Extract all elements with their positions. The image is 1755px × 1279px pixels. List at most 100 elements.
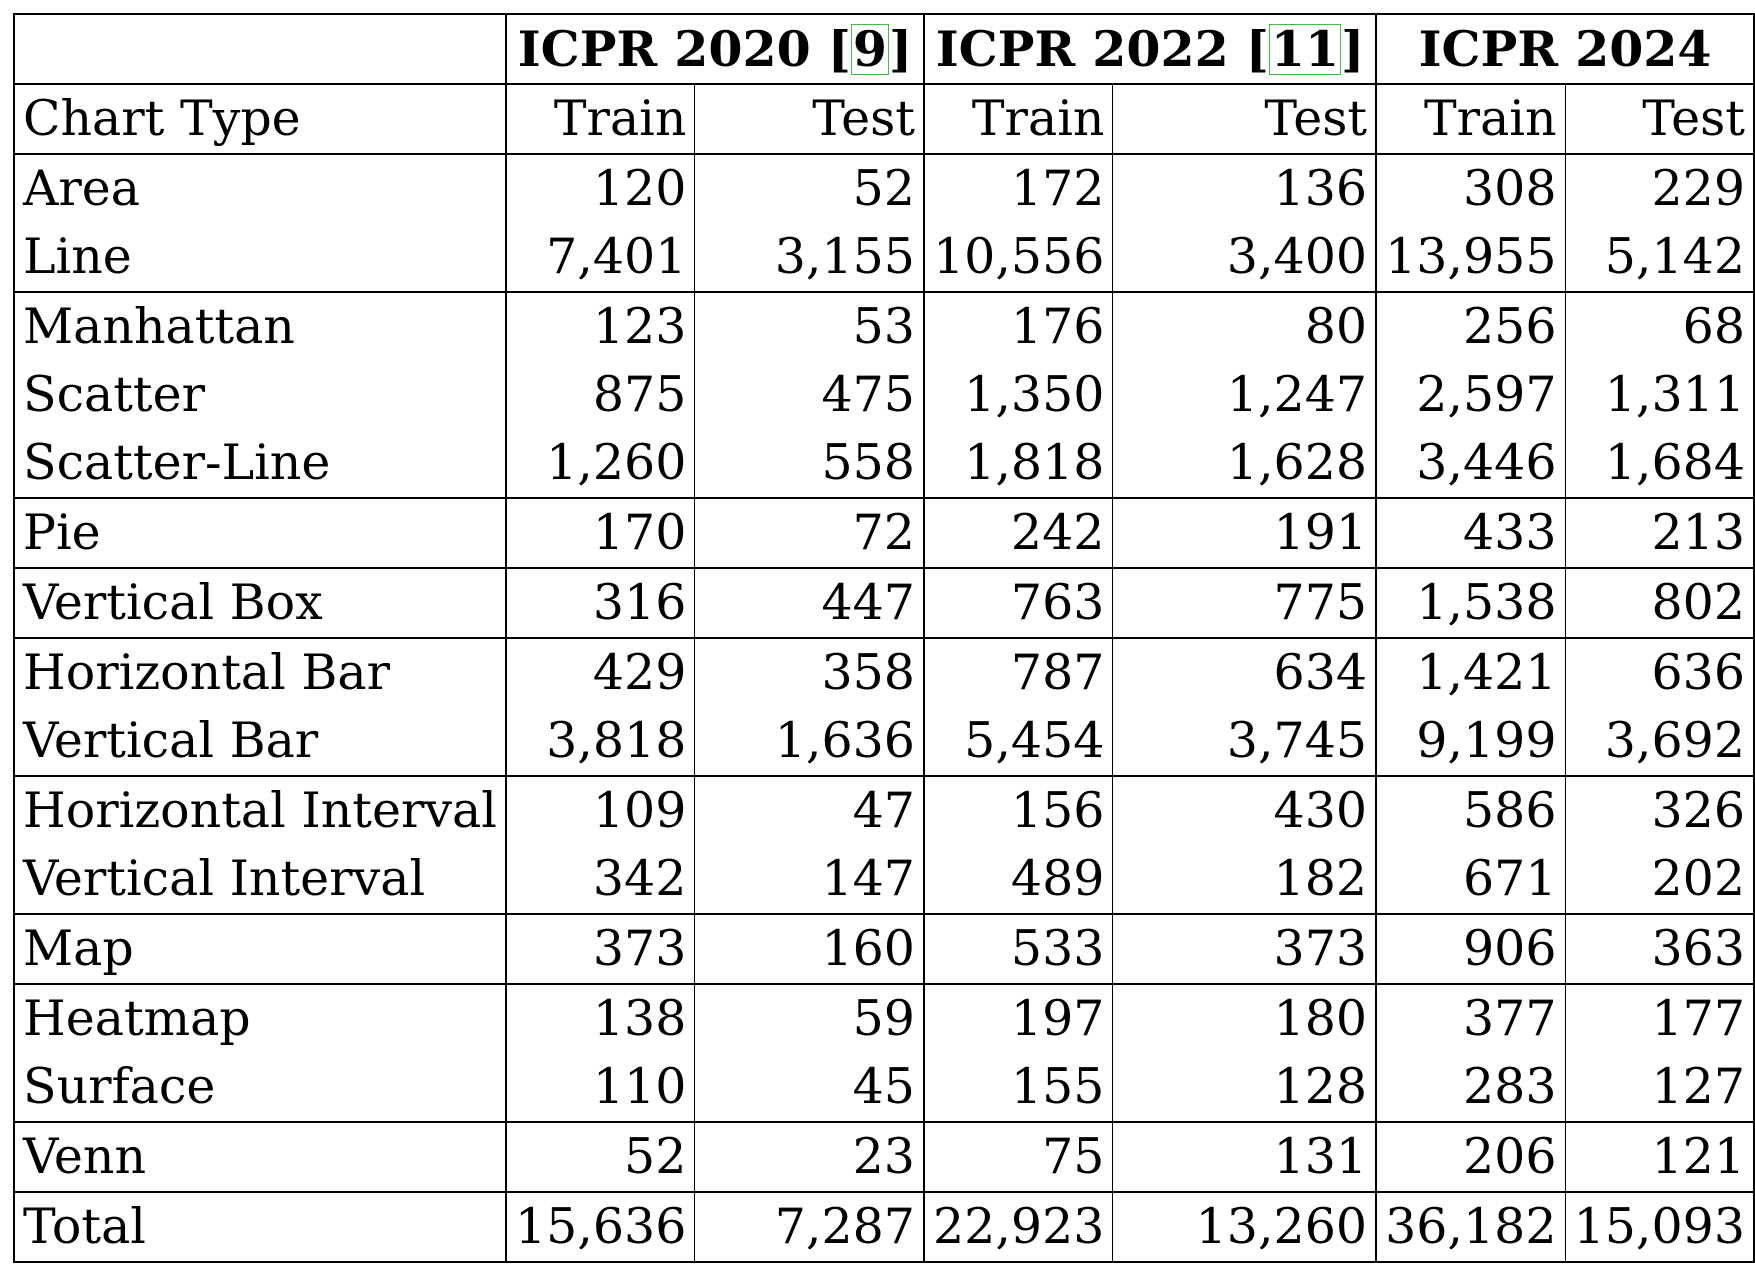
chart-type-cell: Horizontal Interval bbox=[13, 776, 507, 845]
chart-type-cell: Vertical Box bbox=[13, 568, 507, 638]
chart-type-cell: Surface bbox=[13, 1053, 507, 1122]
table-row: Heatmap 138 59 197 180 377 177 bbox=[13, 984, 1755, 1053]
table-row: Total 15,636 7,287 22,923 13,260 36,182 15,093 bbox=[13, 1192, 1755, 1262]
sub-header-test: Test bbox=[1112, 84, 1378, 154]
sub-header-test: Test bbox=[694, 84, 925, 154]
chart-type-cell: Line bbox=[13, 223, 507, 292]
group-header-2020: ICPR 2020 [9] bbox=[505, 14, 925, 84]
count-cell: 75 bbox=[923, 1122, 1114, 1192]
count-cell: 180 bbox=[1112, 984, 1378, 1053]
count-cell: 52 bbox=[505, 1122, 696, 1192]
count-cell: 10,556 bbox=[923, 223, 1114, 292]
count-cell: 242 bbox=[923, 498, 1114, 568]
chart-type-stats-table: ICPR 2020 [9] ICPR 2022 [11] ICPR 2024 C… bbox=[13, 13, 1755, 1263]
table-row: Scatter 875 475 1,350 1,247 2,597 1,311 bbox=[13, 361, 1755, 429]
count-cell: 636 bbox=[1565, 638, 1755, 707]
count-cell: 136 bbox=[1112, 154, 1378, 223]
count-cell: 110 bbox=[505, 1053, 696, 1122]
count-cell: 47 bbox=[694, 776, 925, 845]
count-cell: 802 bbox=[1565, 568, 1755, 638]
count-cell: 172 bbox=[923, 154, 1114, 223]
count-cell: 59 bbox=[694, 984, 925, 1053]
count-cell: 176 bbox=[923, 292, 1114, 361]
count-cell: 138 bbox=[505, 984, 696, 1053]
count-cell: 15,636 bbox=[505, 1192, 696, 1262]
count-cell: 1,421 bbox=[1376, 638, 1566, 707]
count-cell: 358 bbox=[694, 638, 925, 707]
count-cell: 68 bbox=[1565, 292, 1755, 361]
table-container: ICPR 2020 [9] ICPR 2022 [11] ICPR 2024 C… bbox=[13, 13, 1755, 1263]
count-cell: 128 bbox=[1112, 1053, 1378, 1122]
count-cell: 447 bbox=[694, 568, 925, 638]
count-cell: 558 bbox=[694, 429, 925, 498]
citation-link[interactable]: 9 bbox=[850, 20, 890, 78]
count-cell: 80 bbox=[1112, 292, 1378, 361]
count-cell: 1,247 bbox=[1112, 361, 1378, 429]
sub-header-row: Chart Type Train Test Train Test Train Test bbox=[13, 84, 1755, 154]
count-cell: 3,745 bbox=[1112, 707, 1378, 776]
count-cell: 182 bbox=[1112, 845, 1378, 914]
count-cell: 283 bbox=[1376, 1053, 1566, 1122]
count-cell: 429 bbox=[505, 638, 696, 707]
sub-header-test: Test bbox=[1565, 84, 1755, 154]
count-cell: 5,454 bbox=[923, 707, 1114, 776]
count-cell: 533 bbox=[923, 914, 1114, 984]
chart-type-header: Chart Type bbox=[13, 84, 507, 154]
count-cell: 15,093 bbox=[1565, 1192, 1755, 1262]
table-row: Line 7,401 3,155 10,556 3,400 13,955 5,142 bbox=[13, 223, 1755, 292]
chart-type-cell: Pie bbox=[13, 498, 507, 568]
count-cell: 1,684 bbox=[1565, 429, 1755, 498]
count-cell: 775 bbox=[1112, 568, 1378, 638]
citation-link[interactable]: 11 bbox=[1268, 20, 1342, 78]
count-cell: 430 bbox=[1112, 776, 1378, 845]
chart-type-cell: Heatmap bbox=[13, 984, 507, 1053]
chart-type-cell: Venn bbox=[13, 1122, 507, 1192]
count-cell: 1,350 bbox=[923, 361, 1114, 429]
count-cell: 202 bbox=[1565, 845, 1755, 914]
count-cell: 906 bbox=[1376, 914, 1566, 984]
chart-type-cell: Total bbox=[13, 1192, 507, 1262]
table-row: Vertical Bar 3,818 1,636 5,454 3,745 9,199 3,6… bbox=[13, 707, 1755, 776]
group-header-row: ICPR 2020 [9] ICPR 2022 [11] ICPR 2024 bbox=[13, 14, 1755, 84]
count-cell: 1,538 bbox=[1376, 568, 1566, 638]
count-cell: 213 bbox=[1565, 498, 1755, 568]
count-cell: 170 bbox=[505, 498, 696, 568]
count-cell: 191 bbox=[1112, 498, 1378, 568]
count-cell: 475 bbox=[694, 361, 925, 429]
chart-type-cell: Scatter-Line bbox=[13, 429, 507, 498]
table-row: Scatter-Line 1,260 558 1,818 1,628 3,446 1,684 bbox=[13, 429, 1755, 498]
count-cell: 160 bbox=[694, 914, 925, 984]
count-cell: 123 bbox=[505, 292, 696, 361]
count-cell: 586 bbox=[1376, 776, 1566, 845]
chart-type-cell: Map bbox=[13, 914, 507, 984]
chart-type-cell: Area bbox=[13, 154, 507, 223]
count-cell: 1,636 bbox=[694, 707, 925, 776]
count-cell: 7,287 bbox=[694, 1192, 925, 1262]
count-cell: 127 bbox=[1565, 1053, 1755, 1122]
count-cell: 5,142 bbox=[1565, 223, 1755, 292]
count-cell: 3,400 bbox=[1112, 223, 1378, 292]
count-cell: 308 bbox=[1376, 154, 1566, 223]
count-cell: 763 bbox=[923, 568, 1114, 638]
table-row: Vertical Interval 342 147 489 182 671 202 bbox=[13, 845, 1755, 914]
count-cell: 120 bbox=[505, 154, 696, 223]
count-cell: 36,182 bbox=[1376, 1192, 1566, 1262]
count-cell: 2,597 bbox=[1376, 361, 1566, 429]
count-cell: 3,155 bbox=[694, 223, 925, 292]
count-cell: 363 bbox=[1565, 914, 1755, 984]
chart-type-cell: Horizontal Bar bbox=[13, 638, 507, 707]
count-cell: 131 bbox=[1112, 1122, 1378, 1192]
count-cell: 13,955 bbox=[1376, 223, 1566, 292]
count-cell: 72 bbox=[694, 498, 925, 568]
group-header-2024: ICPR 2024 bbox=[1376, 14, 1755, 84]
count-cell: 489 bbox=[923, 845, 1114, 914]
count-cell: 373 bbox=[1112, 914, 1378, 984]
count-cell: 147 bbox=[694, 845, 925, 914]
count-cell: 1,311 bbox=[1565, 361, 1755, 429]
count-cell: 45 bbox=[694, 1053, 925, 1122]
count-cell: 156 bbox=[923, 776, 1114, 845]
count-cell: 13,260 bbox=[1112, 1192, 1378, 1262]
chart-type-cell: Vertical Interval bbox=[13, 845, 507, 914]
count-cell: 206 bbox=[1376, 1122, 1566, 1192]
count-cell: 342 bbox=[505, 845, 696, 914]
